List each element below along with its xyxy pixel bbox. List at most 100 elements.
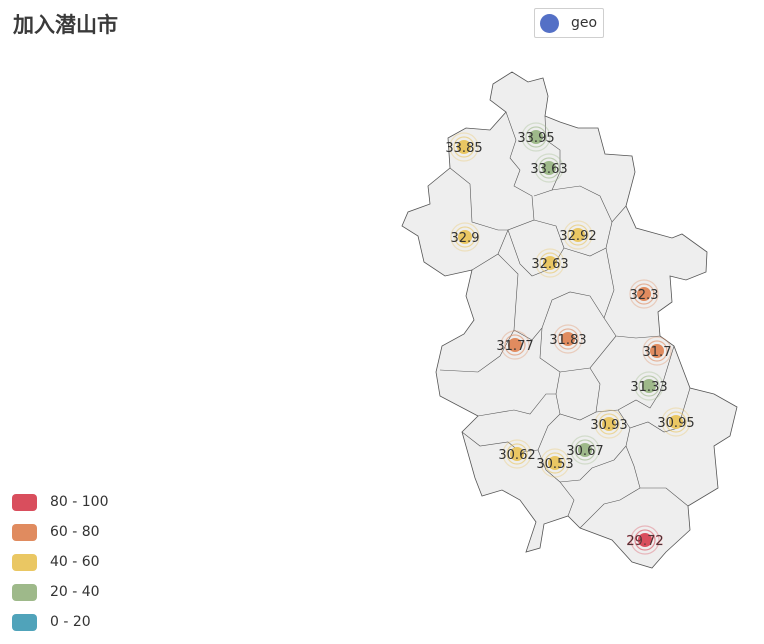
visual-map-swatch [12, 523, 37, 541]
map-point-label: 31.83 [549, 333, 586, 348]
city-boundaries [439, 111, 691, 529]
series-legend-label: geo [571, 15, 598, 31]
map-point-ripple [634, 371, 664, 401]
map-point-marker[interactable] [542, 161, 556, 175]
map-point-marker[interactable] [457, 140, 471, 154]
map-point[interactable]: 33.63 [530, 153, 568, 183]
map-point-label: 33.95 [517, 131, 554, 146]
map-point-ripple [574, 439, 596, 461]
map-point-marker[interactable] [650, 344, 664, 358]
map-point[interactable]: 33.85 [445, 132, 483, 162]
map-point-ripple [638, 375, 660, 397]
visual-map-label: 80 - 100 [50, 494, 109, 510]
map-point-ripple [630, 525, 660, 555]
map-point-ripple [504, 334, 526, 356]
map-point[interactable]: 32.92 [559, 220, 597, 250]
map-point-label: 33.63 [530, 162, 567, 177]
map-point-ripple [540, 448, 570, 478]
map-point-label: 31.7 [643, 345, 672, 360]
map-point-marker[interactable] [637, 287, 651, 301]
map-point-ripple [634, 529, 656, 551]
map-point-ripple [594, 409, 624, 439]
map-point-marker[interactable] [508, 338, 522, 352]
map-point-ripple [544, 452, 566, 474]
map-point-ripple [453, 136, 475, 158]
map-point-marker[interactable] [638, 533, 652, 547]
map-point-label: 32.3 [630, 288, 659, 303]
map-point-ripple [539, 252, 561, 274]
province-outline[interactable] [401, 71, 738, 569]
map-point-label: 31.33 [630, 380, 667, 395]
map-point[interactable]: 32.9 [450, 222, 480, 252]
map-point-ripple [454, 226, 476, 248]
map-point[interactable]: 30.67 [566, 435, 604, 465]
map-point-ripple [502, 439, 532, 469]
map-point-ripple [629, 279, 659, 309]
map-point[interactable]: 32.3 [629, 279, 659, 309]
map-point-label: 33.85 [445, 141, 482, 156]
map-point[interactable]: 32.63 [531, 248, 569, 278]
map-point-ripple [642, 336, 672, 366]
map-point-marker[interactable] [561, 332, 575, 346]
map-point-label: 32.9 [451, 231, 480, 246]
visual-map-label: 40 - 60 [50, 554, 100, 570]
map-point[interactable]: 31.33 [630, 371, 668, 401]
points-layer: 33.95 33.85 33.63 32.9 32.92 32.63 32.3 31.83 31… [445, 122, 695, 555]
map-point[interactable]: 30.62 [498, 439, 536, 469]
map-point-label: 30.53 [536, 457, 573, 472]
map-point[interactable]: 31.7 [642, 336, 672, 366]
map-point-label: 32.92 [559, 229, 596, 244]
map-point-ripple [567, 224, 589, 246]
map-point-label: 30.62 [498, 448, 535, 463]
map-point-marker[interactable] [529, 130, 543, 144]
map-point-marker[interactable] [669, 415, 683, 429]
map-point-marker[interactable] [548, 456, 562, 470]
map-point-ripple [521, 122, 551, 152]
visual-map-item-60-80[interactable]: 60 - 80 [12, 517, 109, 547]
page-title: 加入潜山市 [13, 13, 118, 37]
map-point-ripple [646, 340, 668, 362]
map-point-ripple [665, 411, 687, 433]
map-point-marker[interactable] [578, 443, 592, 457]
map-point-ripple [538, 157, 560, 179]
map-point-ripple [500, 330, 530, 360]
map-point[interactable]: 30.53 [536, 448, 574, 478]
map-point-ripple [450, 222, 480, 252]
map-point-marker[interactable] [602, 417, 616, 431]
map-point-ripple [534, 153, 564, 183]
visual-map-item-40-60[interactable]: 40 - 60 [12, 547, 109, 577]
series-legend[interactable]: geo [534, 8, 604, 38]
map-point[interactable]: 31.83 [549, 324, 587, 354]
visual-map-label: 0 - 20 [50, 614, 91, 630]
map-point-marker[interactable] [543, 256, 557, 270]
map-point-ripple [563, 220, 593, 250]
map-point-ripple [449, 132, 479, 162]
visual-map-item-80-100[interactable]: 80 - 100 [12, 487, 109, 517]
map-point[interactable]: 31.77 [496, 330, 534, 360]
map-point-ripple [661, 407, 691, 437]
series-color-dot [540, 13, 559, 33]
visual-map: 80 - 100 60 - 80 40 - 60 20 - 40 0 - 20 [12, 487, 109, 637]
map-point-ripple [633, 283, 655, 305]
map-point[interactable]: 33.95 [517, 122, 555, 152]
map-point-ripple [553, 324, 583, 354]
map-point-ripple [525, 126, 547, 148]
visual-map-swatch [12, 583, 37, 601]
map-point-marker[interactable] [642, 379, 656, 393]
map-point-marker[interactable] [458, 230, 472, 244]
map-point-label: 30.93 [590, 418, 627, 433]
visual-map-item-20-40[interactable]: 20 - 40 [12, 577, 109, 607]
map-point-marker[interactable] [510, 447, 524, 461]
map-point[interactable]: 30.95 [657, 407, 695, 437]
visual-map-item-0-20[interactable]: 0 - 20 [12, 607, 109, 637]
map-point-label: 31.77 [496, 339, 533, 354]
visual-map-swatch [12, 493, 37, 511]
map-point-ripple [570, 435, 600, 465]
visual-map-swatch [12, 613, 37, 631]
map-point-ripple [557, 328, 579, 350]
map-point-marker[interactable] [571, 228, 585, 242]
map-point-label: 30.95 [657, 416, 694, 431]
map-point[interactable]: 29.72 [626, 525, 664, 555]
map-point[interactable]: 30.93 [590, 409, 628, 439]
